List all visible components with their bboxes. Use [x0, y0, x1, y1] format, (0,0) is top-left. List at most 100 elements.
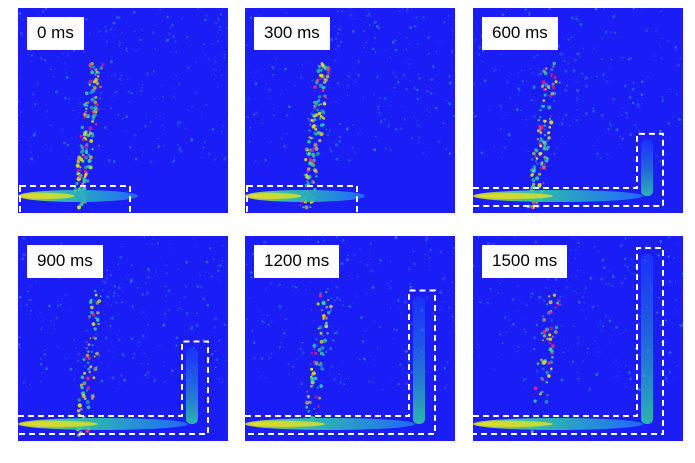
noise-dot — [339, 381, 342, 384]
noise-dot — [558, 116, 560, 119]
noise-dot — [52, 75, 55, 78]
spray-droplet — [548, 333, 552, 337]
noise-dot — [147, 323, 150, 326]
spray-droplet — [308, 400, 312, 404]
noise-dot — [22, 253, 26, 257]
spray-droplet — [76, 168, 80, 173]
noise-dot — [288, 373, 290, 375]
noise-dot — [335, 236, 338, 238]
noise-dot — [637, 322, 641, 326]
noise-dot — [658, 296, 660, 299]
noise-dot — [85, 18, 88, 21]
noise-dot — [132, 11, 136, 14]
noise-dot — [19, 304, 22, 307]
spray-droplet — [320, 69, 323, 72]
noise-dot — [173, 96, 175, 98]
spray-droplet — [533, 202, 537, 206]
spray-droplet — [93, 367, 98, 372]
noise-dot — [18, 100, 20, 103]
noise-dot — [266, 314, 269, 317]
frame-panel-300ms: 300 ms — [245, 8, 455, 213]
noise-dot — [173, 157, 176, 160]
noise-dot — [585, 112, 588, 115]
spray-droplet — [314, 104, 317, 108]
noise-dot — [180, 308, 183, 310]
noise-dot — [111, 317, 114, 320]
noise-dot — [527, 150, 529, 153]
noise-dot — [98, 288, 100, 290]
noise-dot — [138, 345, 140, 348]
time-label: 300 ms — [254, 17, 330, 50]
noise-dot — [335, 296, 339, 300]
noise-dot — [260, 314, 263, 316]
noise-dot — [324, 350, 328, 354]
noise-dot — [432, 105, 434, 107]
spray-droplet — [539, 108, 542, 112]
noise-dot — [84, 346, 86, 348]
noise-dot — [217, 265, 219, 267]
noise-dot — [125, 47, 128, 50]
spray-droplet — [310, 384, 313, 388]
noise-dot — [22, 237, 25, 240]
noise-dot — [574, 248, 577, 251]
noise-dot — [493, 70, 495, 72]
noise-dot — [397, 81, 400, 84]
noise-dot — [639, 315, 642, 318]
noise-dot — [217, 377, 220, 381]
spray-droplet — [540, 161, 544, 165]
noise-dot — [365, 360, 367, 363]
noise-dot — [123, 378, 126, 382]
spray-droplet — [551, 356, 554, 359]
noise-dot — [665, 377, 668, 380]
noise-dot — [389, 380, 392, 382]
noise-dot — [109, 27, 113, 31]
noise-dot — [563, 339, 565, 342]
noise-dot — [629, 377, 633, 381]
noise-dot — [639, 260, 641, 263]
spray-droplet — [78, 186, 82, 190]
noise-dot — [33, 103, 37, 106]
spray-droplet — [79, 166, 82, 169]
noise-dot — [541, 314, 545, 318]
noise-dot — [180, 18, 183, 20]
noise-dot — [361, 340, 365, 343]
noise-dot — [199, 285, 202, 289]
noise-dot — [249, 141, 251, 144]
spray-droplet — [87, 101, 90, 104]
spray-droplet — [546, 303, 548, 306]
noise-dot — [78, 111, 81, 114]
noise-dot — [245, 98, 247, 102]
spray-droplet — [88, 79, 93, 84]
noise-dot — [98, 355, 101, 358]
noise-dot — [647, 75, 649, 78]
noise-dot — [283, 145, 287, 148]
noise-dot — [334, 299, 336, 302]
noise-dot — [249, 16, 253, 19]
noise-dot — [364, 330, 366, 332]
noise-dot — [178, 301, 181, 303]
noise-dot — [661, 95, 664, 98]
noise-dot — [576, 343, 579, 345]
spray-droplet — [542, 334, 547, 338]
noise-dot — [517, 87, 521, 90]
spray-droplet — [88, 315, 91, 318]
noise-dot — [513, 236, 516, 238]
noise-dot — [30, 54, 34, 57]
noise-dot — [645, 29, 648, 32]
spray-droplet — [86, 405, 91, 410]
noise-dot — [404, 351, 407, 353]
spray-droplet — [93, 100, 97, 104]
noise-dot — [117, 113, 120, 116]
noise-dot — [174, 40, 177, 43]
noise-dot — [535, 369, 539, 373]
noise-dot — [505, 114, 508, 116]
noise-dot — [448, 81, 452, 85]
noise-dot — [159, 114, 161, 117]
noise-dot — [413, 25, 417, 28]
noise-dot — [194, 91, 198, 95]
spray-droplet — [86, 376, 90, 381]
noise-dot — [633, 159, 637, 162]
noise-dot — [572, 324, 575, 328]
noise-dot — [550, 318, 553, 322]
noise-dot — [170, 369, 174, 373]
